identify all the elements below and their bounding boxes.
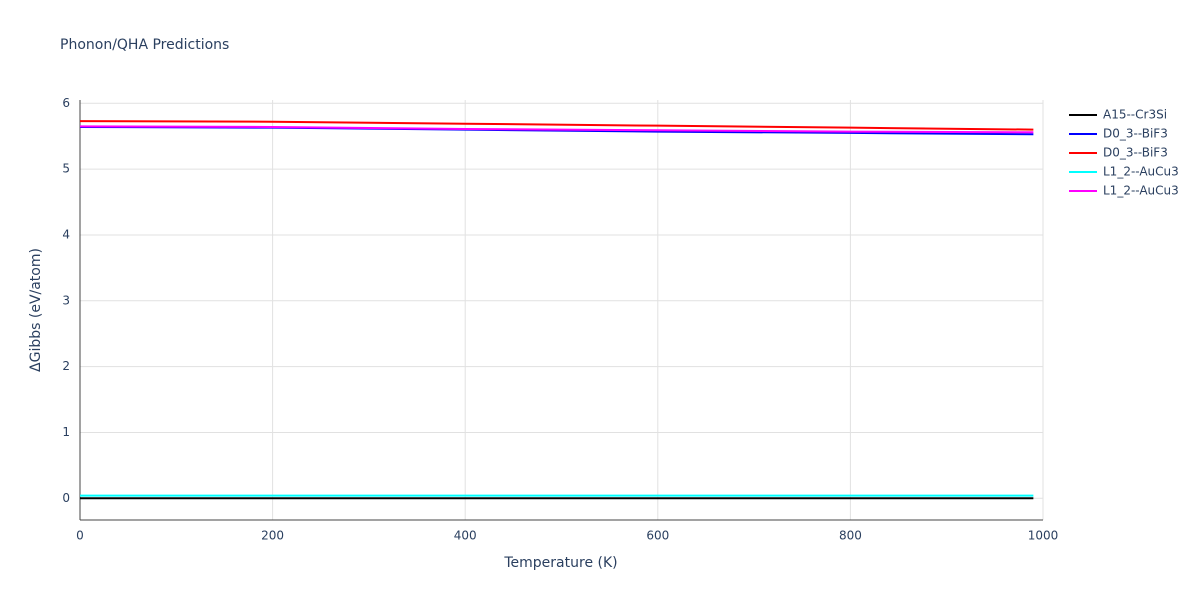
x-tick-label: 1000 (1028, 529, 1059, 543)
x-tick-label: 600 (646, 529, 669, 543)
y-tick-label: 5 (62, 162, 70, 176)
y-tick-label: 3 (62, 293, 70, 307)
y-tick-label: 2 (62, 359, 70, 373)
legend-label: L1_2--AuCu3 (1103, 184, 1179, 198)
data-line (79, 125, 1034, 134)
x-tick-label: 200 (261, 529, 284, 543)
chart-title: Phonon/QHA Predictions (60, 37, 229, 53)
y-tick-label: 6 (62, 96, 70, 110)
legend-label: D0_3--BiF3 (1103, 146, 1168, 160)
x-axis-label: Temperature (K) (503, 555, 617, 571)
x-tick-label: 0 (76, 529, 84, 543)
legend-label: D0_3--BiF3 (1103, 127, 1168, 141)
y-tick-label: 1 (62, 425, 70, 439)
x-tick-label: 400 (454, 529, 477, 543)
y-axis-label: ΔGibbs (eV/atom) (28, 248, 44, 372)
data-line (79, 120, 1034, 131)
x-tick-label: 800 (839, 529, 862, 543)
y-tick-label: 4 (62, 227, 70, 241)
legend-label: A15--Cr3Si (1103, 108, 1167, 122)
y-tick-label: 0 (62, 491, 70, 505)
legend-label: L1_2--AuCu3 (1103, 165, 1179, 179)
